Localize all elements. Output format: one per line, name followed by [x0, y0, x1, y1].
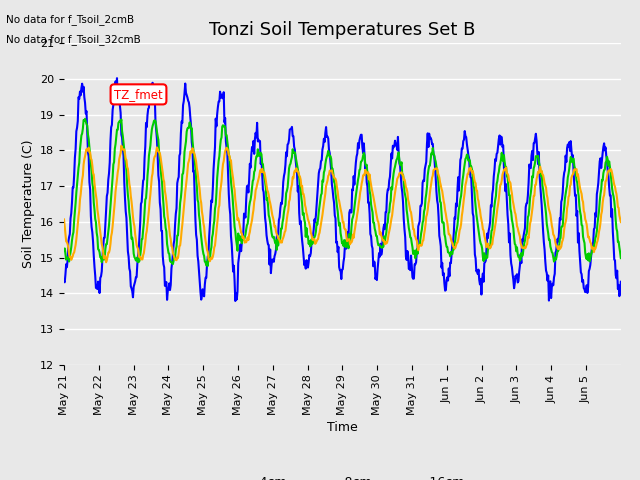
-4cm — [113, 75, 121, 81]
-4cm — [228, 254, 236, 260]
Text: No data for f_Tsoil_32cmB: No data for f_Tsoil_32cmB — [6, 34, 141, 45]
-8cm — [81, 116, 89, 122]
-16cm — [118, 143, 125, 148]
Line: -8cm: -8cm — [64, 119, 621, 266]
-4cm — [401, 234, 409, 240]
Text: TZ_fmet: TZ_fmet — [114, 88, 163, 101]
-16cm — [229, 176, 237, 182]
-16cm — [617, 219, 625, 225]
-8cm — [617, 255, 625, 261]
-16cm — [60, 216, 68, 222]
-16cm — [401, 180, 409, 186]
-4cm — [617, 279, 625, 285]
-16cm — [433, 166, 440, 171]
-16cm — [127, 193, 134, 199]
-4cm — [257, 161, 264, 167]
Title: Tonzi Soil Temperatures Set B: Tonzi Soil Temperatures Set B — [209, 21, 476, 39]
Legend: -4cm, -8cm, -16cm: -4cm, -8cm, -16cm — [215, 470, 470, 480]
Line: -4cm: -4cm — [64, 78, 621, 301]
Line: -16cm: -16cm — [64, 145, 621, 262]
Y-axis label: Soil Temperature (C): Soil Temperature (C) — [22, 140, 35, 268]
-16cm — [257, 167, 264, 172]
-8cm — [401, 192, 409, 198]
-16cm — [102, 259, 110, 265]
-8cm — [126, 215, 134, 221]
-8cm — [433, 164, 440, 169]
-8cm — [60, 248, 68, 253]
-8cm — [204, 263, 212, 269]
-8cm — [257, 150, 264, 156]
-4cm — [232, 298, 239, 304]
-8cm — [229, 203, 237, 208]
-8cm — [278, 226, 285, 232]
-4cm — [60, 278, 68, 284]
X-axis label: Time: Time — [327, 421, 358, 434]
-16cm — [278, 240, 285, 245]
Text: No data for f_Tsoil_2cmB: No data for f_Tsoil_2cmB — [6, 14, 134, 25]
-4cm — [126, 268, 134, 274]
-4cm — [278, 201, 285, 207]
-4cm — [433, 188, 440, 194]
